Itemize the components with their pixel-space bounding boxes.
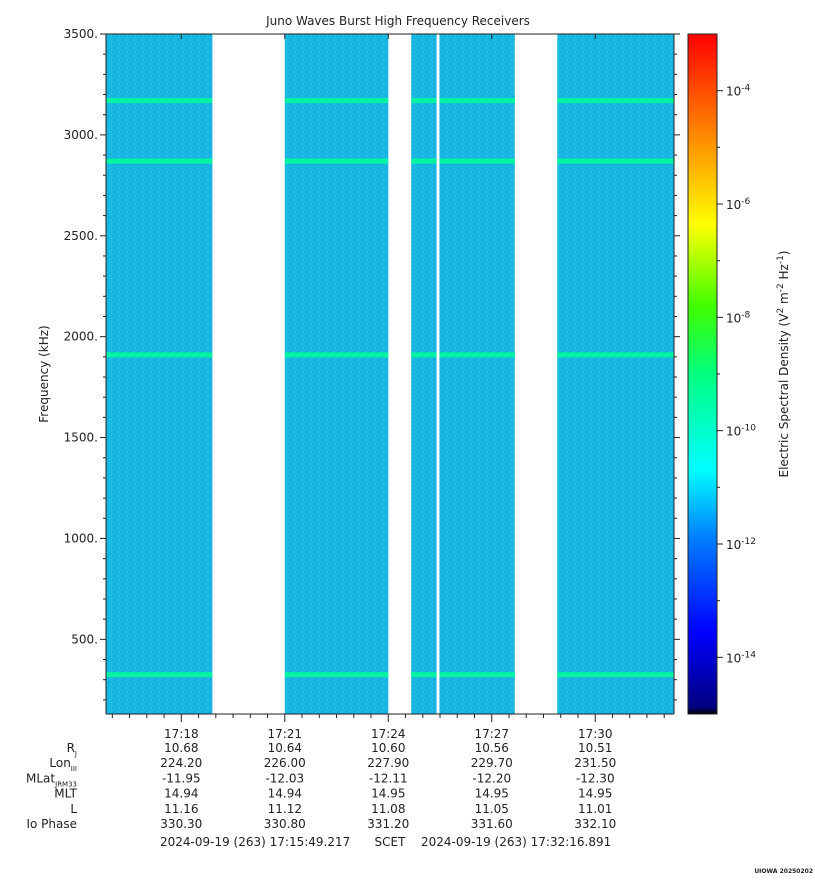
colorbar-tick-label: 10-6 (726, 197, 751, 212)
x-tick-label: 17:27 (474, 727, 509, 741)
segment-background-1 (106, 34, 213, 714)
colorbar-tick-label: 10-10 (726, 424, 756, 439)
y-tick-label: 1500. (64, 431, 98, 445)
data-segment-1 (106, 34, 213, 714)
ephemeris-value: 330.30 (160, 817, 202, 831)
ephemeris-value: 14.95 (578, 787, 612, 801)
y-tick-label: 2500. (64, 229, 98, 243)
ephemeris-value: 11.08 (371, 802, 405, 816)
emission-line-3-3 (411, 352, 437, 358)
ephemeris-value: 14.95 (371, 787, 405, 801)
colorbar-tick-label: 10-12 (726, 537, 756, 552)
ephemeris-row-label: LonIII (49, 756, 77, 773)
emission-line-2-4 (284, 672, 389, 678)
emission-line-2-2 (284, 158, 389, 164)
footer-scet-label: SCET (375, 835, 407, 849)
emission-line-4-2 (439, 158, 515, 164)
colorbar (687, 33, 718, 715)
emission-line-4-3 (439, 352, 515, 358)
segment-background-4 (439, 34, 515, 714)
data-segment-2 (284, 34, 389, 714)
emission-line-2-3 (284, 352, 389, 358)
data-segment-4 (439, 34, 515, 714)
emission-line-3-2 (411, 158, 437, 164)
ephemeris-value: 331.60 (471, 817, 513, 831)
y-tick-label: 2000. (64, 330, 98, 344)
ephemeris-value: 224.20 (160, 756, 202, 770)
ephemeris-value: 226.00 (264, 756, 306, 770)
ephemeris-row-label: RJ (67, 741, 77, 758)
ephemeris-value: 231.50 (574, 756, 616, 770)
ephemeris-value: 331.20 (367, 817, 409, 831)
ephemeris-value: 10.64 (268, 741, 302, 755)
ephemeris-row-label: Io Phase (26, 817, 77, 831)
colorbar-tick-label: 10-4 (726, 84, 751, 99)
ephemeris-value: 229.70 (471, 756, 513, 770)
y-tick-label: 3000. (64, 128, 98, 142)
ephemeris-value: 11.01 (578, 802, 612, 816)
footer-end-time: 2024-09-19 (263) 17:32:16.891 (421, 835, 611, 849)
emission-line-2-1 (284, 98, 389, 104)
emission-line-5-3 (557, 352, 674, 358)
ephemeris-value: 14.95 (475, 787, 509, 801)
segment-background-5 (557, 34, 674, 714)
ephemeris-value: -12.30 (576, 771, 615, 785)
segment-background-3 (411, 34, 437, 714)
emission-line-1-4 (106, 672, 213, 678)
colorbar-label: Electric Spectral Density (V2 m-2 Hz-1) (776, 250, 791, 477)
footer-start-time: 2024-09-19 (263) 17:15:49.217 (160, 835, 350, 849)
data-segment-3 (411, 34, 437, 714)
ephemeris-value: -12.20 (472, 771, 511, 785)
ephemeris-value: 11.05 (475, 802, 509, 816)
emission-line-3-1 (411, 98, 437, 104)
emission-line-5-4 (557, 672, 674, 678)
x-tick-label: 17:21 (267, 727, 302, 741)
segment-background-2 (284, 34, 389, 714)
y-tick-label: 500. (71, 632, 98, 646)
x-tick-label: 17:18 (164, 727, 199, 741)
y-axis-label: Frequency (kHz) (37, 325, 51, 422)
ephemeris-row-label: L (70, 802, 77, 816)
emission-line-5-1 (557, 98, 674, 104)
ephemeris-value: -12.03 (265, 771, 304, 785)
ephemeris-value: 11.16 (164, 802, 198, 816)
y-tick-label: 1000. (64, 531, 98, 545)
ephemeris-value: -12.11 (369, 771, 408, 785)
credit-label: UIOWA 20250202 (754, 868, 813, 875)
emission-line-4-4 (439, 672, 515, 678)
ephemeris-value: 10.68 (164, 741, 198, 755)
ephemeris-value: 332.10 (574, 817, 616, 831)
emission-line-3-4 (411, 672, 437, 678)
ephemeris-value: 227.90 (367, 756, 409, 770)
ephemeris-value: 10.60 (371, 741, 405, 755)
colorbar-tick-label: 10-14 (726, 650, 756, 665)
colorbar-tick-label: 10-8 (726, 310, 751, 325)
data-segment-5 (557, 34, 674, 714)
emission-line-5-2 (557, 158, 674, 164)
emission-line-4-1 (439, 98, 515, 104)
x-tick-label: 17:24 (371, 727, 406, 741)
ephemeris-value: -11.95 (162, 771, 201, 785)
ephemeris-value: 10.51 (578, 741, 612, 755)
ephemeris-row-label: MLatJRM33 (26, 771, 77, 788)
y-tick-label: 3500. (64, 27, 98, 41)
ephemeris-value: 10.56 (475, 741, 509, 755)
ephemeris-value: 14.94 (164, 787, 198, 801)
chart-title: Juno Waves Burst High Frequency Receiver… (265, 14, 530, 28)
ephemeris-value: 11.12 (268, 802, 302, 816)
ephemeris-value: 330.80 (264, 817, 306, 831)
ephemeris-row-label: MLT (54, 787, 77, 801)
emission-line-1-2 (106, 158, 213, 164)
emission-line-1-1 (106, 98, 213, 104)
x-tick-label: 17:30 (578, 727, 613, 741)
emission-line-1-3 (106, 352, 213, 358)
ephemeris-value: 14.94 (268, 787, 302, 801)
